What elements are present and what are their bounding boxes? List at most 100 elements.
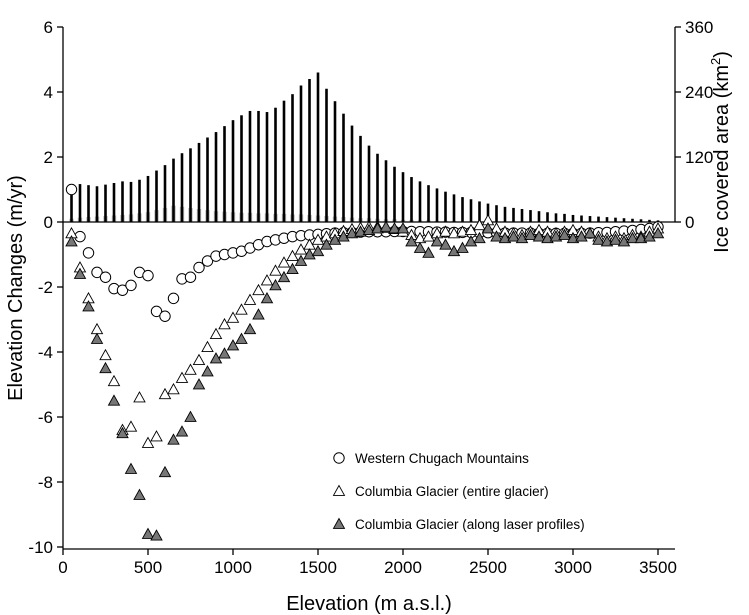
chugach-area-bar [206,137,209,222]
columbia-laser-point [184,410,197,422]
chugach-area-bar [197,142,201,222]
chugach-area-bar [512,207,515,222]
columbia-area-bars [69,205,491,222]
chugach-area-bar [452,194,456,222]
chugach-point [65,183,78,196]
chugach-area-bar [376,153,379,222]
columbia-entire-point [141,436,155,448]
chugach-area-bar [469,199,473,222]
columbia-laser-point [311,244,325,257]
columbia-laser-point [583,226,597,239]
chugach-area-bar [605,217,609,222]
chugach-area-bar [597,216,600,222]
columbia-laser-point [541,231,554,244]
columbia-entire-point [175,371,189,383]
chugach-area-bar [435,188,439,222]
columbia-laser-point [507,230,520,242]
chugach-area-bar [121,181,124,222]
columbia-laser-point [82,300,95,312]
chugach-area-bar [274,107,277,222]
chugach-area-bar [95,186,99,222]
columbia-laser-point [396,222,410,234]
columbia-laser-point [294,254,308,266]
chugach-point [193,261,205,274]
columbia-laser-point [388,222,401,234]
chugach-point [150,305,163,318]
chugach-area-bar [291,94,294,222]
chugach-area-bar [257,110,260,222]
columbia-laser-point [73,267,87,279]
x-tick-label: 2500 [469,558,507,577]
chugach-area-bar [622,218,626,222]
chugach-area-bar [631,218,634,222]
columbia-laser-point [490,230,503,242]
columbia-laser-point [558,228,571,240]
columbia-laser-point [337,230,350,242]
y2-tick-label: 240 [685,83,713,102]
columbia-laser-point [201,365,214,377]
chugach-area-bar [418,181,422,222]
legend-columbia-laser-label: Columbia Glacier (along laser profiles) [355,517,585,532]
chugach-point [82,247,95,259]
legend-columbia-entire-marker [332,484,346,496]
columbia-laser-point [430,235,444,247]
columbia-laser-point [371,222,384,234]
columbia-laser-point [362,223,376,235]
chugach-point [116,284,129,296]
columbia-laser-point [524,228,537,240]
y-tick-label: 0 [44,213,53,232]
columbia-laser-point [192,378,206,390]
y-tick-label: -6 [38,408,53,427]
x-tick-label: 500 [134,558,162,577]
columbia-laser-point [515,231,529,244]
columbia-laser-point [379,220,393,232]
columbia-laser-point [592,233,605,245]
chugach-area-bar [146,175,150,222]
columbia-laser-point [303,248,316,260]
y2-axis-title-sup: 2 [708,58,723,65]
columbia-laser-point [175,425,189,437]
chugach-area-bar [350,125,354,222]
chugach-area-bar [359,135,362,222]
columbia-laser-point [626,231,639,244]
y-tick-label: -2 [38,278,53,297]
chugach-area-bars [70,72,660,222]
chugach-area-bar [265,112,269,222]
chugach-area-bar [639,219,643,222]
chugach-area-bar [427,185,430,222]
chugach-area-bar [155,170,158,222]
chugach-area-bar [367,145,371,222]
columbia-laser-point [133,488,146,500]
columbia-laser-point [549,230,563,242]
x-tick-label: 3000 [554,558,592,577]
y-tick-label: -8 [38,473,53,492]
chugach-point [142,269,154,282]
columbia-laser-point [218,347,231,359]
chugach-area-bar [486,203,490,222]
chugach-area-bar [214,132,218,222]
y2-axis-title-base: Ice covered area (km [711,65,733,253]
columbia-laser-point [617,235,631,247]
columbia-laser-point [65,235,78,247]
chugach-area-bar [503,206,507,222]
legend-chugach-marker [333,452,345,464]
columbia-entire-point [133,391,146,403]
columbia-entire-point [456,225,469,237]
chugach-area-bar [138,179,141,222]
columbia-entire-point [218,317,231,330]
chugach-area-bar [240,115,243,222]
chugach-area-bar [444,191,447,222]
chugach-area-bar [393,166,396,222]
x-tick-label: 0 [58,558,67,577]
chugach-area-bar [189,148,192,222]
chugach-area-bar [588,216,592,222]
chugach-area-bar [520,209,524,222]
y2-tick-label: 360 [685,18,713,37]
chugach-area-bar [223,126,226,222]
chugach-area-bar [554,213,558,222]
columbia-laser-point [260,291,274,304]
columbia-laser-point [481,222,495,234]
columbia-laser-point [107,394,121,406]
columbia-laser-point [439,238,452,250]
